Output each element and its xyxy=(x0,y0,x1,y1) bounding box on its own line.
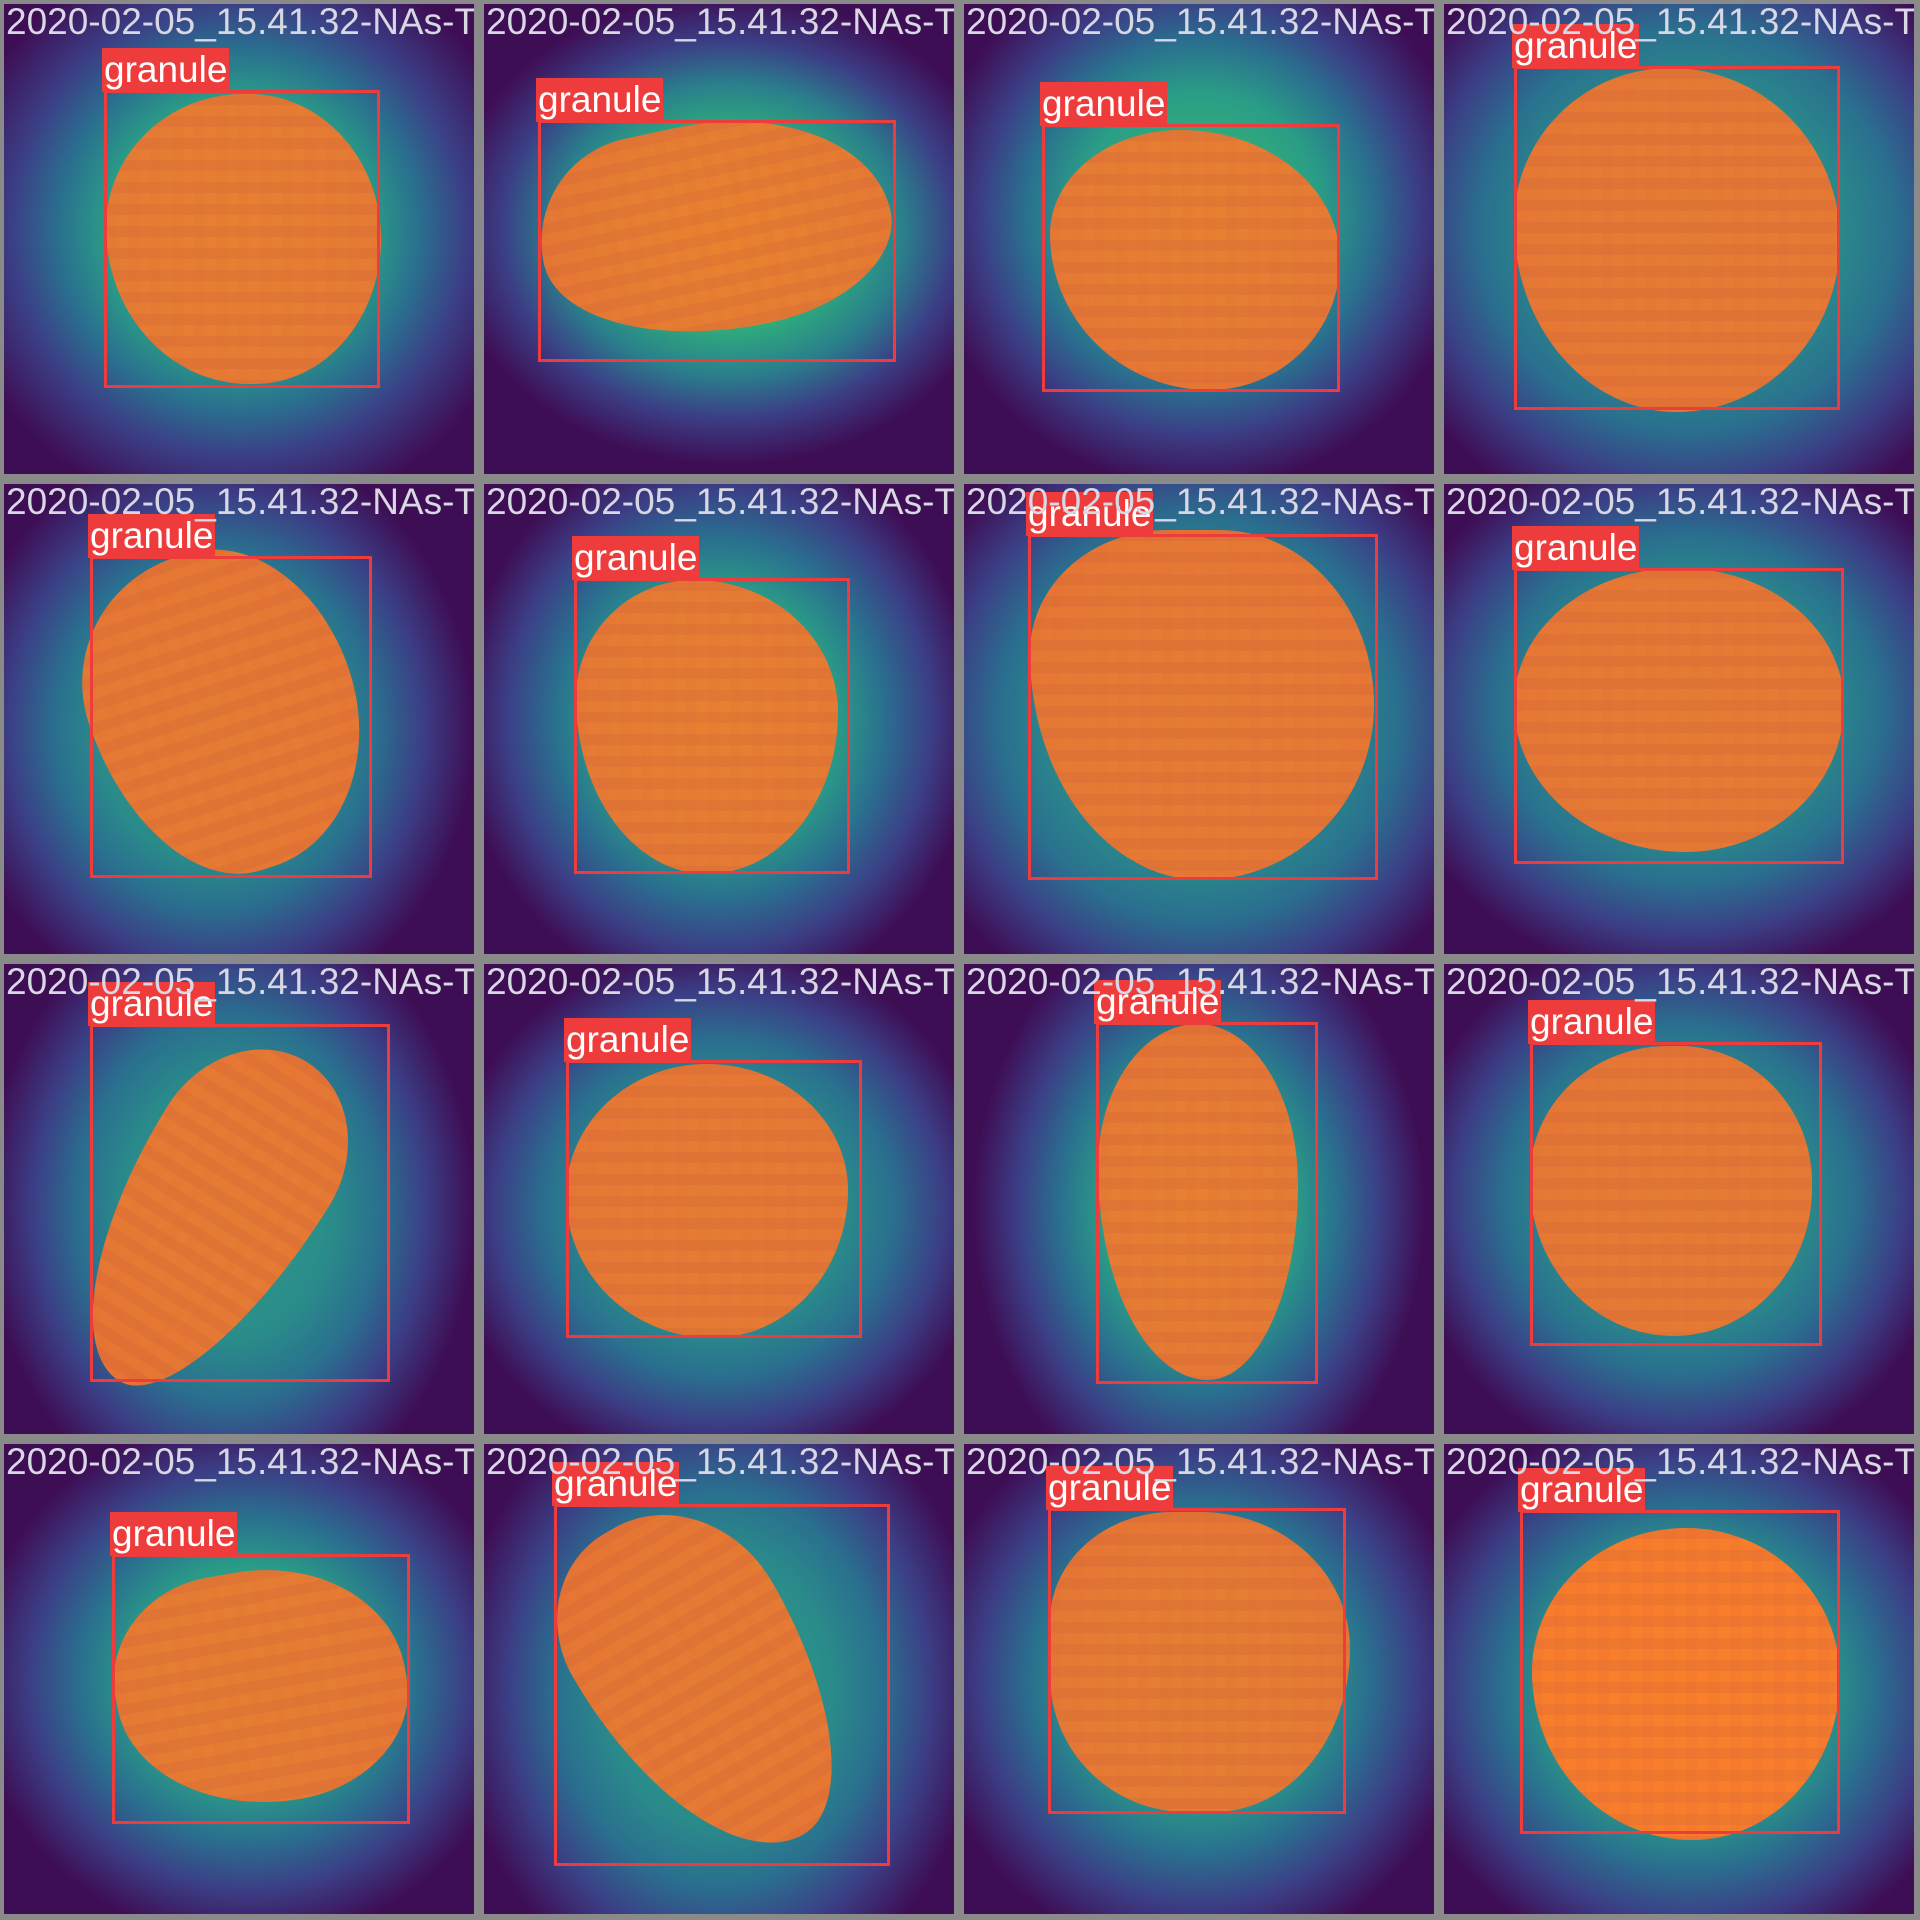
image-tile: granule 2020-02-05_15.41.32-NAs-T1354-GF… xyxy=(4,4,474,474)
detection-label: granule xyxy=(536,78,664,122)
bounding-box xyxy=(1514,568,1844,864)
image-tile: granule 2020-02-05_15.41.32-NAs-T1354-GF… xyxy=(484,1444,954,1914)
detection-label: granule xyxy=(1046,1466,1174,1510)
image-filename: 2020-02-05_15.41.32-NAs-T1354-GFP_Burst xyxy=(966,1444,1434,1482)
bounding-box xyxy=(90,1024,390,1382)
image-tile: granule 2020-02-05_15.41.32-NAs-T1354-GF… xyxy=(1444,1444,1914,1914)
detection-label: granule xyxy=(1094,980,1222,1024)
image-tile: granule 2020-02-05_15.41.32-NAs-T1354-GF… xyxy=(964,484,1434,954)
granule-mask xyxy=(566,1064,848,1338)
detection-label: granule xyxy=(88,982,216,1026)
detection-label: granule xyxy=(1518,1468,1646,1512)
bounding-box xyxy=(1520,1510,1840,1834)
image-filename: 2020-02-05_15.41.32-NAs-T1354-GFP_Burst xyxy=(1446,1444,1914,1482)
image-tile: granule 2020-02-05_15.41.32-NAs-T1354-GF… xyxy=(1444,4,1914,474)
bounding-box xyxy=(90,556,372,878)
granule-mask xyxy=(106,94,381,384)
image-tile: granule 2020-02-05_15.41.32-NAs-T1354-GF… xyxy=(4,1444,474,1914)
image-tile: granule 2020-02-05_15.41.32-NAs-T1354-GF… xyxy=(4,964,474,1434)
image-tile: granule 2020-02-05_15.41.32-NAs-T1354-GF… xyxy=(964,964,1434,1434)
image-filename: 2020-02-05_15.41.32-NAs-T1354-GFP_Burst xyxy=(6,484,474,522)
detection-label: granule xyxy=(1512,526,1640,570)
bounding-box xyxy=(1042,124,1340,392)
image-filename: 2020-02-05_15.41.32-NAs-T1354-GFP_Burst xyxy=(486,484,954,522)
bounding-box xyxy=(574,578,850,874)
detection-label: granule xyxy=(572,536,700,580)
image-filename: 2020-02-05_15.41.32-NAs-T1354-GFP_Burst xyxy=(486,4,954,42)
image-filename: 2020-02-05_15.41.32-NAs-T1354-GFP_Burst xyxy=(6,1444,474,1482)
image-filename: 2020-02-05_15.41.32-NAs-T1354-GFP_Burst xyxy=(1446,4,1914,42)
detection-label: granule xyxy=(564,1018,692,1062)
granule-mask xyxy=(1050,1512,1350,1812)
image-tile: granule 2020-02-05_15.41.32-NAs-T1354-GF… xyxy=(484,4,954,474)
bounding-box xyxy=(1028,534,1378,880)
image-tile: granule 2020-02-05_15.41.32-NAs-T1354-GF… xyxy=(1444,964,1914,1434)
granule-mask xyxy=(1514,568,1844,852)
bounding-box xyxy=(566,1060,862,1338)
image-filename: 2020-02-05_15.41.32-NAs-T1354-GFP_Burst xyxy=(966,484,1434,522)
detection-label: granule xyxy=(552,1462,680,1506)
bounding-box xyxy=(1530,1042,1822,1346)
image-filename: 2020-02-05_15.41.32-NAs-T1354-GFP_Burst xyxy=(1446,964,1914,1002)
image-filename: 2020-02-05_15.41.32-NAs-T1354-GFP_Burst xyxy=(6,4,474,42)
image-filename: 2020-02-05_15.41.32-NAs-T1354-GFP_Burst xyxy=(966,4,1434,42)
image-tile: granule 2020-02-05_15.41.32-NAs-T1354-GF… xyxy=(1444,484,1914,954)
image-filename: 2020-02-05_15.41.32-NAs-T1354-GFP_Burst xyxy=(966,964,1434,1002)
granule-mask xyxy=(1030,530,1374,880)
granule-mask xyxy=(1530,1046,1812,1336)
image-filename: 2020-02-05_15.41.32-NAs-T1354-GFP_Burst xyxy=(486,1444,954,1482)
detection-label: granule xyxy=(1528,1000,1656,1044)
granule-mask xyxy=(1050,130,1340,390)
granule-mask xyxy=(1532,1528,1840,1840)
image-tile: granule 2020-02-05_15.41.32-NAs-T1354-GF… xyxy=(964,4,1434,474)
bounding-box xyxy=(1514,66,1840,410)
bounding-box xyxy=(1048,1508,1346,1814)
detection-label: granule xyxy=(1040,82,1168,126)
granule-mask xyxy=(1514,68,1840,412)
bounding-box xyxy=(112,1554,410,1824)
detection-label: granule xyxy=(1026,492,1154,536)
detection-label: granule xyxy=(102,48,230,92)
image-filename: 2020-02-05_15.41.32-NAs-T1354-GFP_Burst xyxy=(6,964,474,1002)
bounding-box xyxy=(104,90,380,388)
detection-label: granule xyxy=(1512,24,1640,68)
image-filename: 2020-02-05_15.41.32-NAs-T1354-GFP_Burst xyxy=(1446,484,1914,522)
bounding-box xyxy=(538,120,896,362)
bounding-box xyxy=(1096,1022,1318,1384)
bounding-box xyxy=(554,1504,890,1866)
granule-mask xyxy=(576,580,838,874)
image-tile: granule 2020-02-05_15.41.32-NAs-T1354-GF… xyxy=(484,484,954,954)
image-filename: 2020-02-05_15.41.32-NAs-T1354-GFP_Burst xyxy=(486,964,954,1002)
detection-label: granule xyxy=(110,1512,238,1556)
image-tile: granule 2020-02-05_15.41.32-NAs-T1354-GF… xyxy=(4,484,474,954)
image-tile: granule 2020-02-05_15.41.32-NAs-T1354-GF… xyxy=(964,1444,1434,1914)
image-tile: granule 2020-02-05_15.41.32-NAs-T1354-GF… xyxy=(484,964,954,1434)
detection-label: granule xyxy=(88,514,216,558)
granule-mask xyxy=(1098,1024,1298,1380)
